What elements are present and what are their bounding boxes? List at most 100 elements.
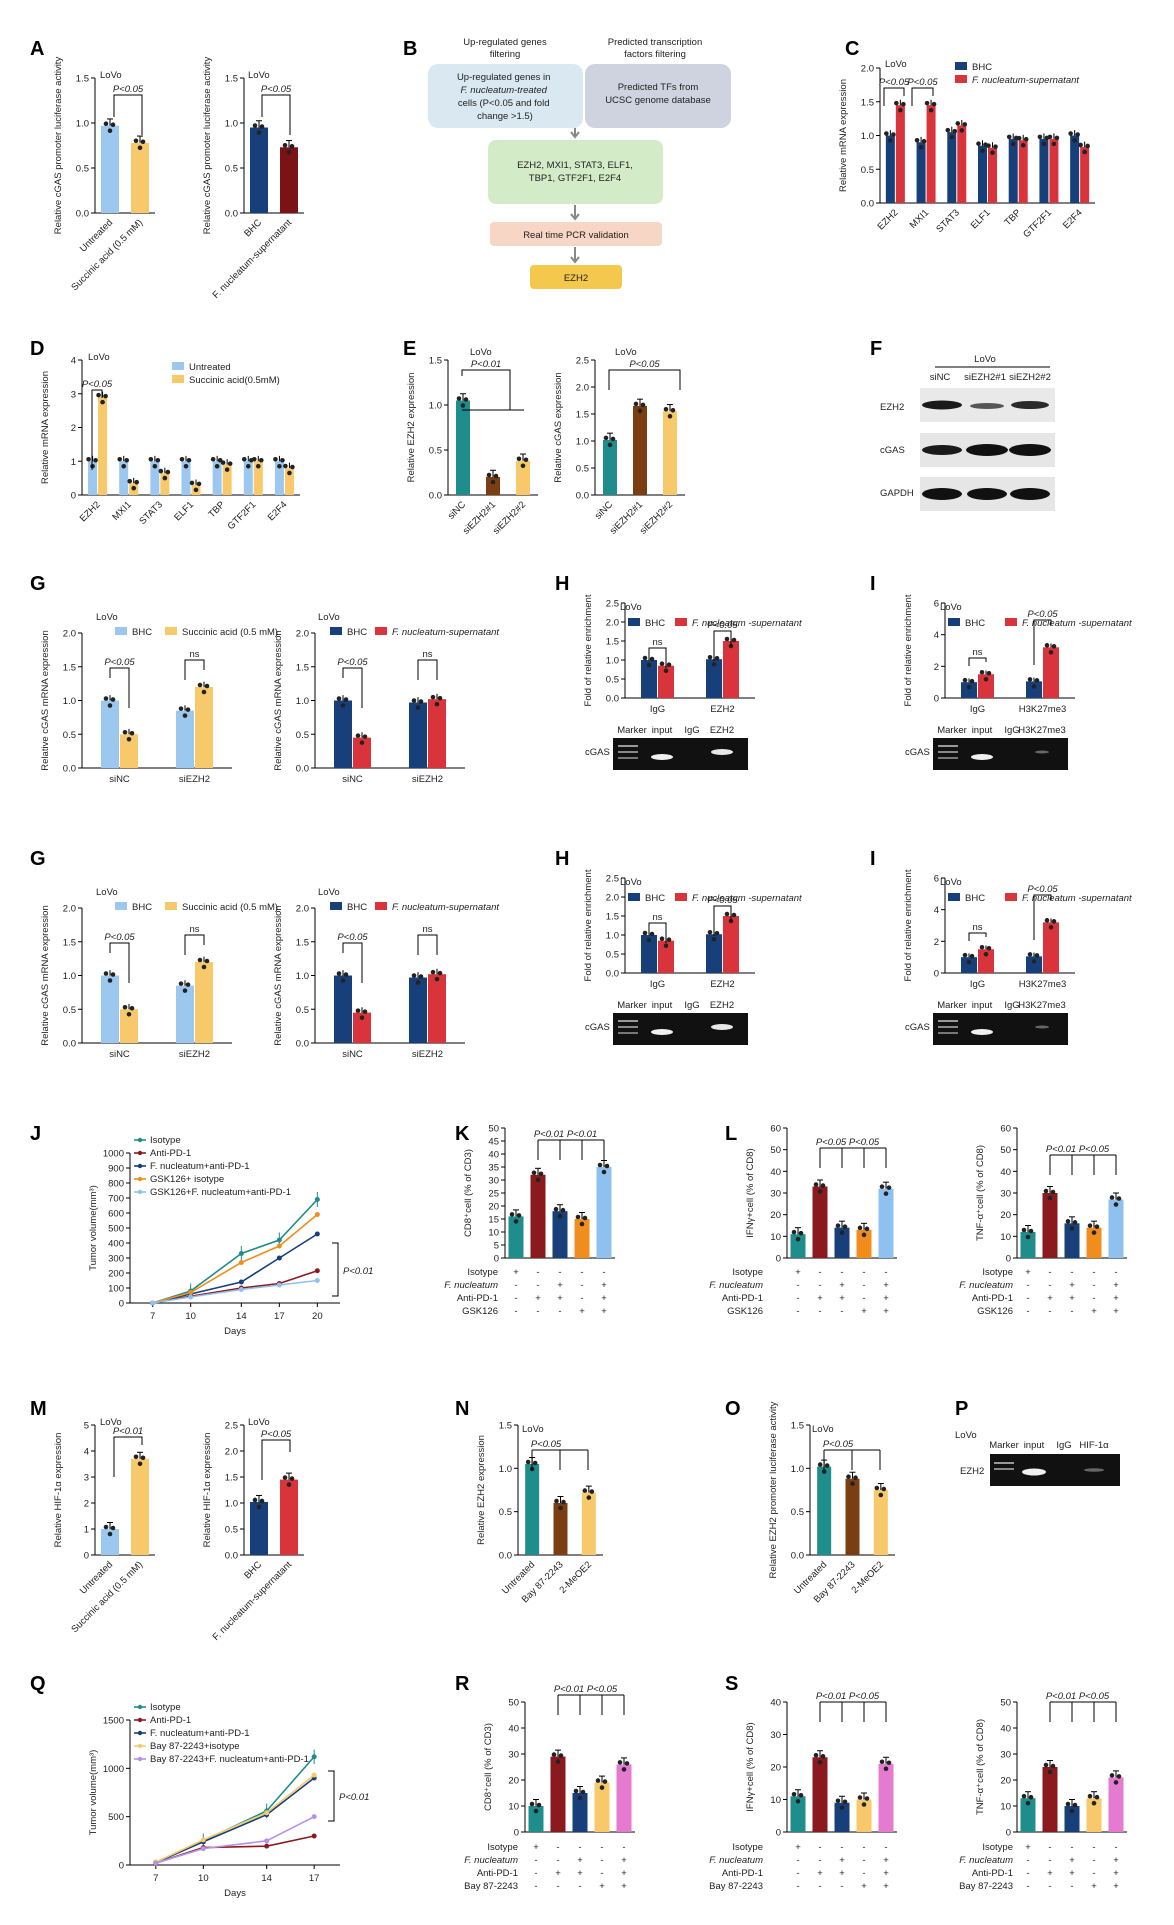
y-tick-label: 800 xyxy=(108,1179,124,1190)
data-point xyxy=(714,930,720,936)
y-axis-label: Relative HIF-1α expression xyxy=(53,1433,64,1548)
data-point xyxy=(601,1169,607,1175)
data-point xyxy=(1109,1195,1115,1200)
x-tick-label: STAT3 xyxy=(934,207,962,235)
data-point xyxy=(986,143,991,148)
data-point xyxy=(1021,1793,1027,1799)
series-point xyxy=(311,1814,317,1820)
data-point xyxy=(599,1785,605,1790)
x-tick-label: E2F4 xyxy=(1061,207,1085,231)
data-point xyxy=(259,124,265,129)
blot-band xyxy=(922,488,962,500)
bar xyxy=(957,125,967,203)
y-axis-label: IFNγ+cell (% of CD8) xyxy=(745,1722,756,1811)
bar xyxy=(658,940,674,973)
data-point xyxy=(162,475,168,481)
panel-label-e: E xyxy=(403,338,416,360)
bracket-line xyxy=(713,905,732,936)
data-point xyxy=(227,461,233,466)
legend-label: BHC xyxy=(972,62,992,73)
legend-swatch xyxy=(165,902,177,910)
y-tick-label: 0 xyxy=(84,1551,89,1562)
data-point xyxy=(1043,1762,1049,1768)
bracket-line xyxy=(968,657,987,666)
treatment-row-label: Isotype xyxy=(467,1267,498,1278)
flow-box-up-text: Up-regulated genes in F. nucleatum-treat… xyxy=(457,72,553,122)
x-tick-label: 14 xyxy=(236,1311,247,1322)
gel-lane-label: IgG xyxy=(1056,1440,1071,1451)
bar xyxy=(1080,146,1090,203)
chart-e1: 0.0 0.5 1.0 1.5 Relative EZH2 expression siNC… xyxy=(406,356,538,537)
data-point xyxy=(1072,1802,1078,1808)
y-axis-label: Relative cGAS promoter luciferase activi… xyxy=(53,57,64,235)
treatment-sign: - xyxy=(514,1306,517,1317)
bar xyxy=(1042,1193,1058,1258)
data-point xyxy=(921,138,927,144)
treatment-sign: - xyxy=(818,1306,821,1317)
data-point xyxy=(558,1753,564,1758)
bracket-line xyxy=(968,932,987,941)
bar xyxy=(120,1009,138,1043)
treatment-row-label: Isotype xyxy=(982,1842,1013,1853)
p-value-label: P<0.05 xyxy=(587,1684,618,1695)
y-tick-label: 2.0 xyxy=(296,629,309,640)
data-point xyxy=(122,1004,128,1010)
data-point xyxy=(1085,143,1090,149)
cell-line-label: LoVo xyxy=(940,877,962,888)
significance-bracket: P<0.05 xyxy=(879,77,910,106)
treatment-sign: + xyxy=(861,1306,867,1317)
series-point xyxy=(276,1282,282,1288)
treatment-sign: - xyxy=(1114,1267,1117,1278)
bracket-line xyxy=(109,942,130,983)
data-point xyxy=(1043,1188,1049,1194)
data-point xyxy=(966,959,972,965)
data-point xyxy=(560,1207,566,1213)
cell-line-label: LoVo xyxy=(470,347,492,358)
legend-marker xyxy=(137,1743,143,1749)
cell-line-label: LoVo xyxy=(248,70,270,81)
treatment-table: Isotype + - - - - F. nucleatum - - + - + Anti-PD-1 - +… xyxy=(709,1842,889,1892)
data-point xyxy=(861,1802,867,1807)
bar xyxy=(663,411,677,495)
treatment-sign: - xyxy=(1026,1306,1029,1317)
y-tick-label: 0.5 xyxy=(225,164,238,175)
p-value-label: ns xyxy=(652,637,662,648)
bar xyxy=(181,461,191,495)
data-point xyxy=(520,463,526,469)
data-point xyxy=(731,912,737,918)
data-point xyxy=(649,656,655,662)
y-axis-label: Relative cGAS promoter luciferase activi… xyxy=(202,57,213,235)
data-point xyxy=(884,131,889,136)
treatment-sign: - xyxy=(796,1306,799,1317)
legend-label: F. nucleatum+anti-PD-1 xyxy=(150,1161,250,1172)
legend-marker xyxy=(137,1137,143,1143)
flow-box-pred xyxy=(585,64,731,128)
series-point xyxy=(238,1287,244,1292)
y-axis-label: Fold of relative enrichment xyxy=(903,869,914,981)
bar xyxy=(1049,138,1059,203)
y-tick-label: 0.5 xyxy=(296,1005,309,1016)
y-tick-label: 10 xyxy=(508,1802,519,1813)
data-point xyxy=(553,1206,559,1212)
data-point xyxy=(1021,1227,1027,1233)
bar xyxy=(641,660,657,698)
y-tick-label: 10 xyxy=(770,1795,781,1806)
significance-bracket: P<0.05 xyxy=(907,77,938,106)
data-point xyxy=(857,1225,863,1231)
gel-marker-band xyxy=(618,751,638,753)
y-tick-label: 1.5 xyxy=(429,356,442,367)
data-point xyxy=(189,480,195,486)
data-point xyxy=(286,1482,292,1487)
treatment-sign: + xyxy=(883,1881,889,1892)
y-tick-label: 700 xyxy=(108,1194,124,1205)
x-tick-label: 14 xyxy=(261,1873,272,1884)
y-tick-label: 1.0 xyxy=(429,401,442,412)
y-tick-label: 0 xyxy=(776,1828,781,1839)
data-point xyxy=(561,1499,566,1505)
significance-bracket: ns xyxy=(968,647,987,666)
y-tick-label: 600 xyxy=(108,1209,124,1220)
data-point xyxy=(617,1760,623,1765)
data-point xyxy=(437,695,443,701)
data-point xyxy=(214,463,220,469)
data-point xyxy=(490,479,496,485)
